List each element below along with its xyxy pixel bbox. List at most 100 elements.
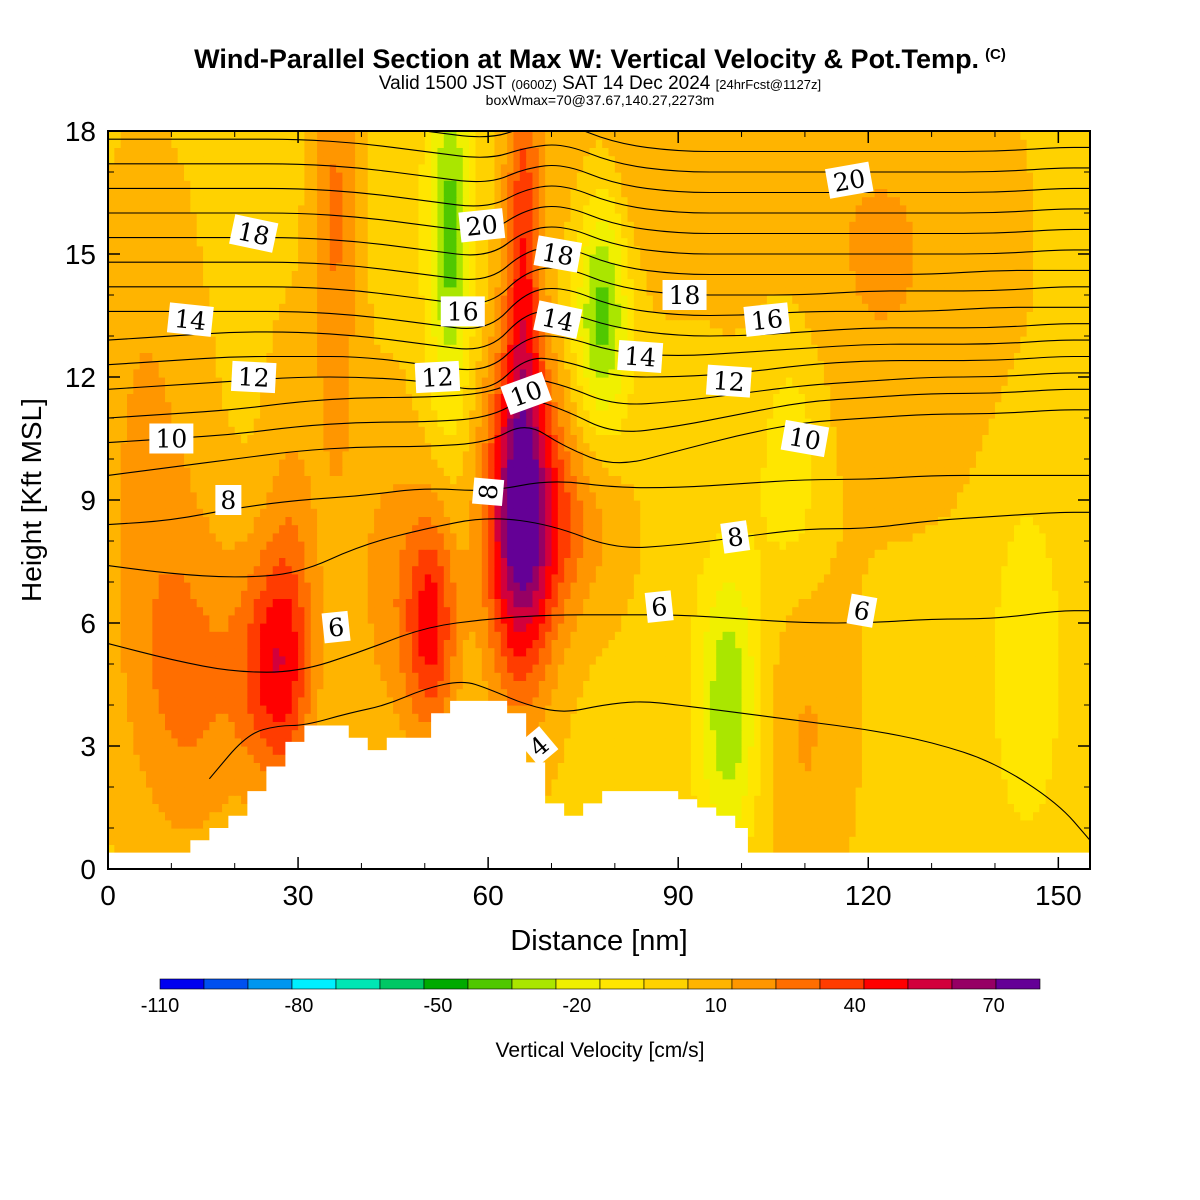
velocity-cell xyxy=(1026,819,1034,829)
velocity-cell xyxy=(171,737,179,747)
velocity-cell xyxy=(754,737,762,747)
velocity-cell xyxy=(526,639,534,649)
velocity-cell xyxy=(621,737,629,747)
velocity-cell xyxy=(228,762,236,772)
velocity-cell xyxy=(177,819,185,829)
velocity-cell xyxy=(766,787,774,796)
velocity-cell xyxy=(956,787,964,796)
velocity-cell xyxy=(912,729,920,739)
velocity-cell xyxy=(608,696,616,706)
velocity-cell xyxy=(899,778,907,788)
velocity-cell xyxy=(222,598,229,608)
velocity-cell xyxy=(120,770,128,780)
velocity-cell xyxy=(120,795,128,804)
velocity-cell xyxy=(874,688,882,698)
velocity-cell xyxy=(171,647,179,657)
velocity-cell xyxy=(602,664,610,673)
velocity-cell xyxy=(1013,754,1021,763)
velocity-cell xyxy=(291,729,299,739)
velocity-cell xyxy=(120,598,128,608)
velocity-cell xyxy=(608,631,616,640)
velocity-cell xyxy=(836,762,844,772)
velocity-cell xyxy=(538,721,546,731)
velocity-cell xyxy=(1058,778,1066,788)
velocity-cell xyxy=(589,729,597,739)
velocity-cell xyxy=(234,762,242,772)
velocity-cell xyxy=(855,754,863,763)
velocity-cell xyxy=(880,737,888,747)
velocity-cell xyxy=(247,655,255,665)
velocity-cell xyxy=(215,819,223,829)
velocity-cell xyxy=(215,705,223,714)
velocity-cell xyxy=(298,631,305,640)
velocity-cell xyxy=(583,746,591,755)
velocity-cell xyxy=(747,746,755,755)
velocity-cell xyxy=(146,803,153,813)
velocity-cell xyxy=(602,770,610,780)
velocity-cell xyxy=(114,836,122,845)
velocity-cell xyxy=(1083,721,1090,731)
velocity-cell xyxy=(355,614,363,624)
velocity-cell xyxy=(1039,811,1047,821)
velocity-cell xyxy=(279,647,286,657)
velocity-cell xyxy=(146,729,153,739)
velocity-cell xyxy=(393,614,401,624)
velocity-cell xyxy=(621,754,629,763)
velocity-cell xyxy=(785,803,793,813)
velocity-cell xyxy=(931,647,939,657)
velocity-cell xyxy=(342,680,350,690)
velocity-cell xyxy=(1007,631,1015,640)
velocity-cell xyxy=(133,836,141,845)
velocity-cell xyxy=(849,655,857,665)
velocity-cell xyxy=(158,680,166,690)
velocity-cell xyxy=(437,606,445,616)
velocity-cell xyxy=(108,811,115,821)
velocity-cell xyxy=(1064,713,1072,722)
velocity-cell xyxy=(1013,705,1021,714)
velocity-cell xyxy=(481,680,489,690)
velocity-cell xyxy=(766,647,774,657)
velocity-cell xyxy=(861,795,869,804)
velocity-cell xyxy=(735,778,743,788)
velocity-cell xyxy=(659,647,667,657)
velocity-cell xyxy=(133,828,141,837)
velocity-cell xyxy=(209,721,217,731)
velocity-cell xyxy=(304,614,312,624)
velocity-cell xyxy=(158,631,166,640)
velocity-cell xyxy=(412,729,420,739)
velocity-cell xyxy=(165,795,172,804)
velocity-cell xyxy=(994,803,1002,813)
velocity-cell xyxy=(766,606,774,616)
velocity-cell xyxy=(697,737,705,747)
velocity-cell xyxy=(652,688,660,698)
velocity-cell xyxy=(412,664,420,673)
velocity-cell xyxy=(196,737,204,747)
velocity-cell xyxy=(1039,606,1047,616)
velocity-cell xyxy=(1070,795,1078,804)
velocity-cell xyxy=(108,844,115,854)
velocity-cell xyxy=(728,737,736,747)
velocity-cell xyxy=(716,606,724,616)
velocity-cell xyxy=(640,639,648,649)
velocity-cell xyxy=(994,680,1002,690)
velocity-cell xyxy=(348,606,356,616)
velocity-cell xyxy=(1083,811,1090,821)
velocity-cell xyxy=(792,696,800,706)
velocity-cell xyxy=(310,631,318,640)
velocity-cell xyxy=(937,836,945,845)
velocity-cell xyxy=(684,647,692,657)
velocity-cell xyxy=(386,688,394,698)
velocity-cell xyxy=(120,836,128,845)
velocity-cell xyxy=(469,672,477,681)
velocity-cell xyxy=(994,737,1002,747)
velocity-cell xyxy=(697,721,705,731)
velocity-cell xyxy=(1051,729,1059,739)
velocity-cell xyxy=(899,770,907,780)
velocity-cell xyxy=(139,729,147,739)
velocity-cell xyxy=(139,770,147,780)
velocity-cell xyxy=(817,754,825,763)
velocity-cell xyxy=(944,836,952,845)
velocity-cell xyxy=(969,811,977,821)
velocity-cell xyxy=(646,664,654,673)
